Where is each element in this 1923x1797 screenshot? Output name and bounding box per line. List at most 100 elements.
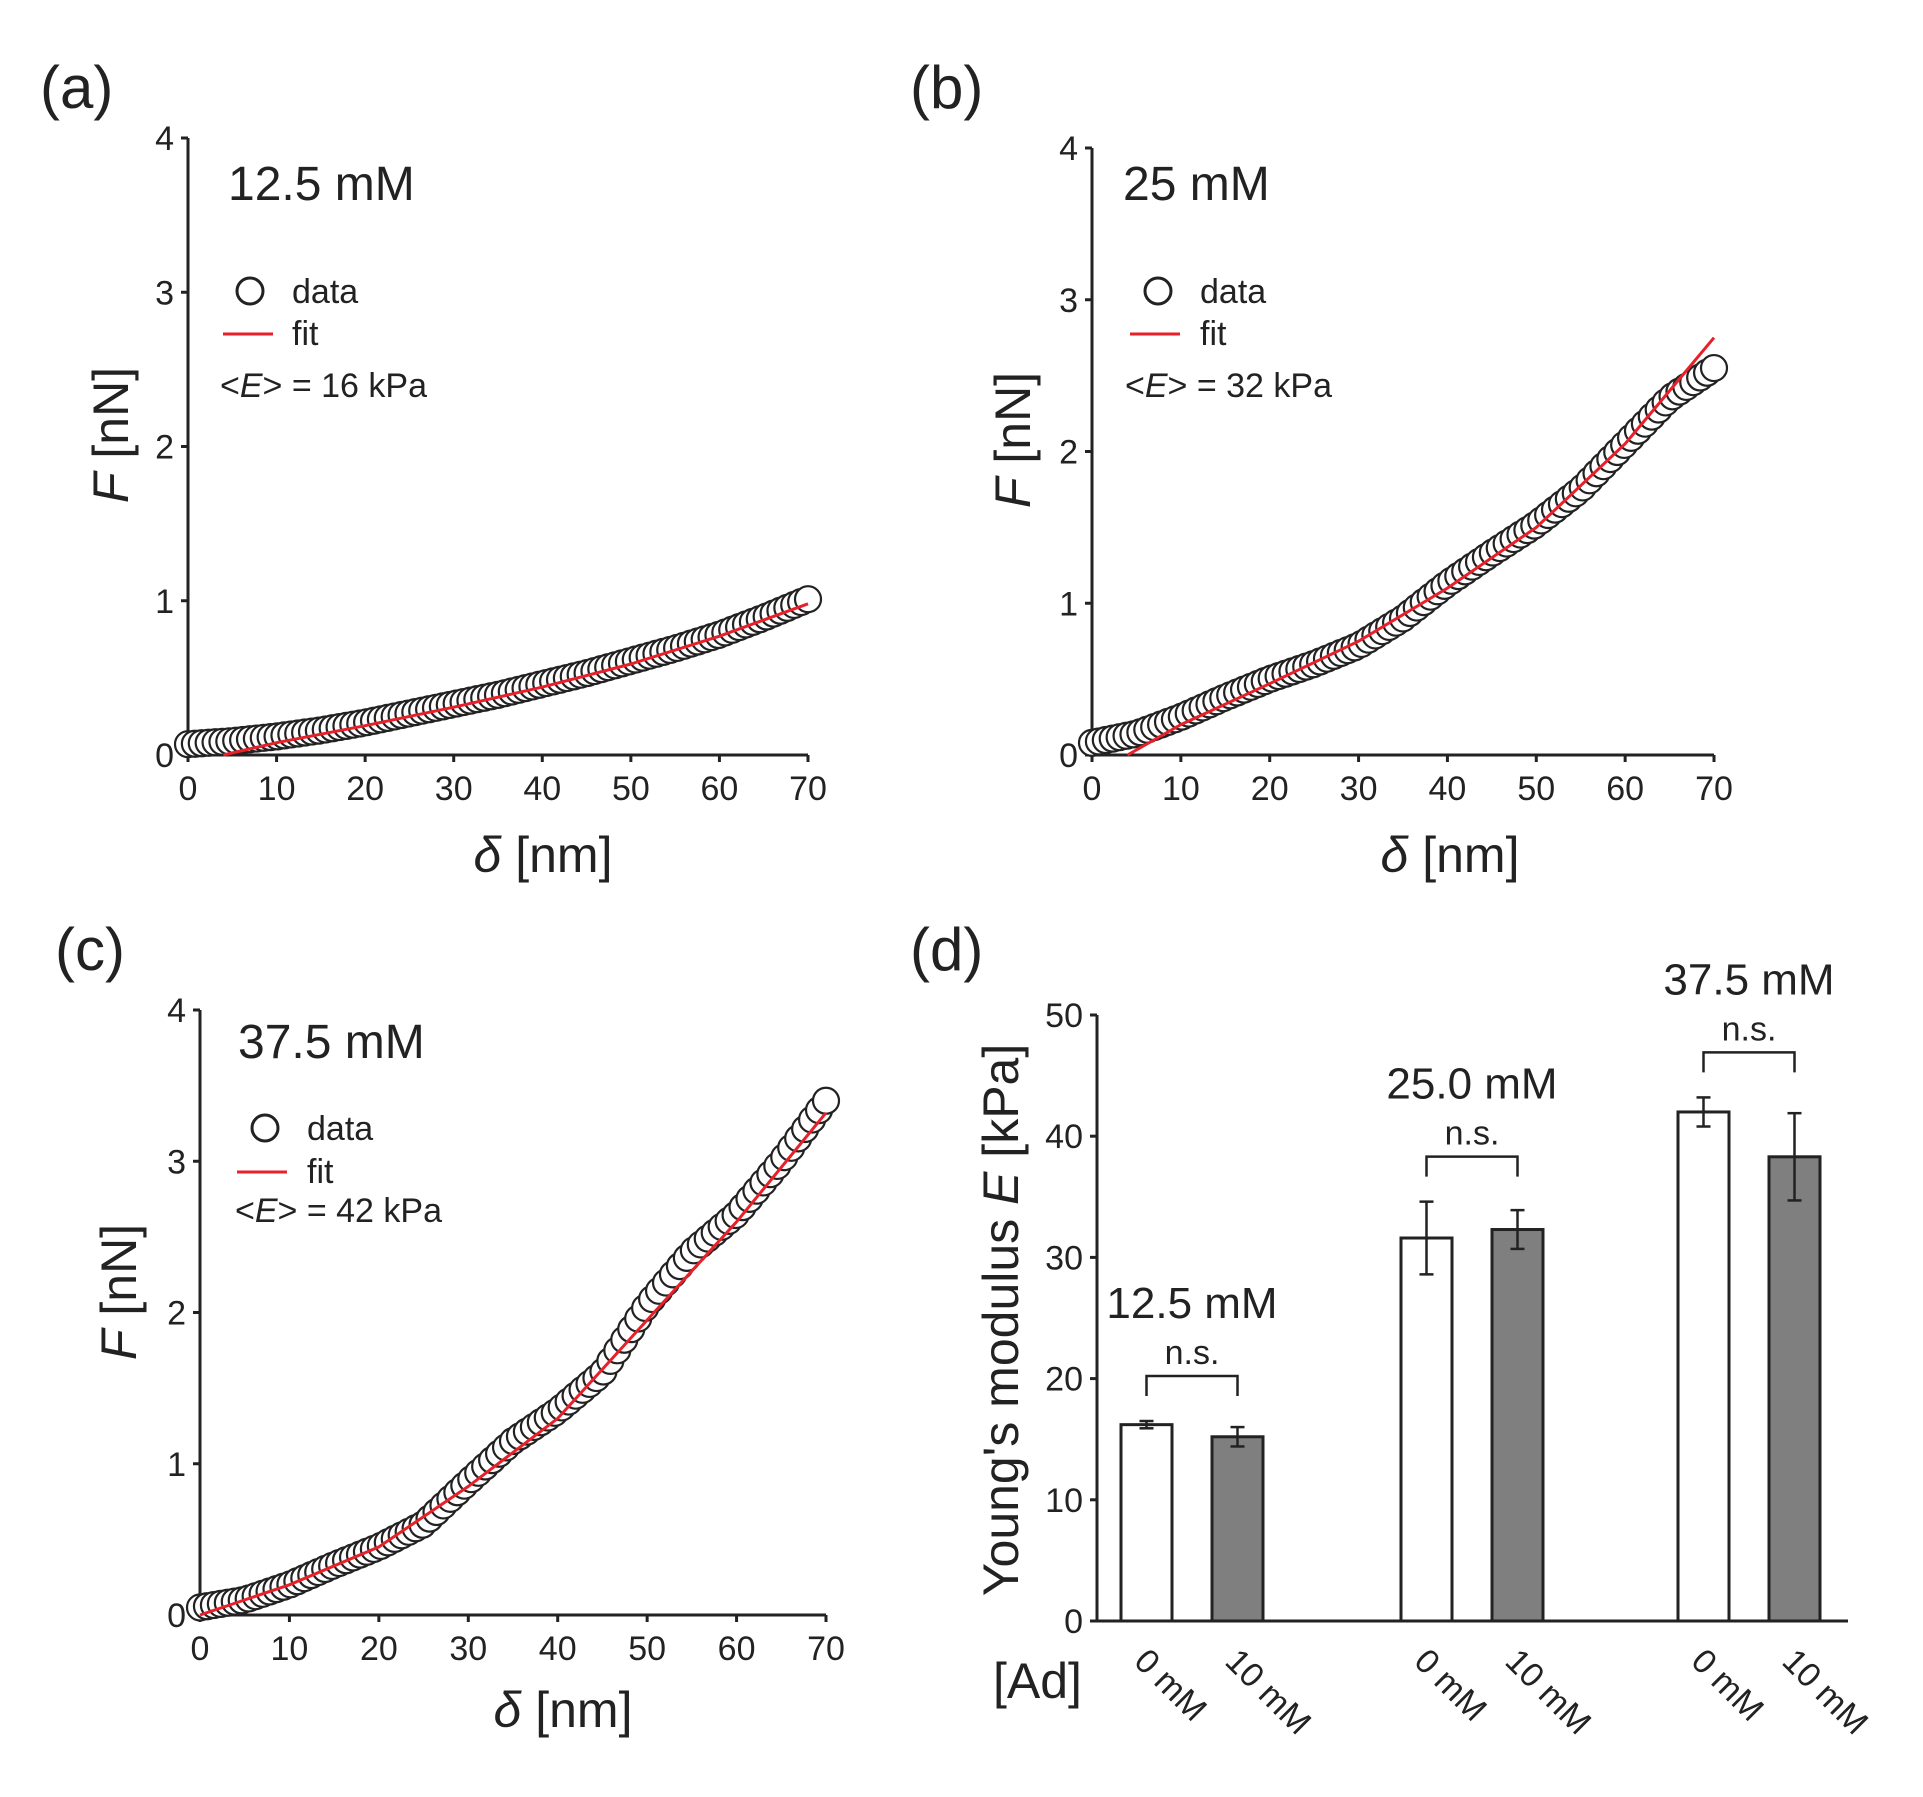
fit-curve: [223, 602, 809, 757]
x-tick-label: 0: [179, 770, 198, 808]
ad-axis-label: [Ad]: [993, 1653, 1082, 1709]
significance-label: n.s.: [1722, 1010, 1777, 1048]
x-tick-label: 60: [718, 1630, 756, 1668]
y-tick-label: 0: [1064, 1603, 1083, 1641]
x-tick-label: 40: [539, 1630, 577, 1668]
legend-data-label: data: [307, 1110, 373, 1148]
y-tick-label: 0: [1059, 737, 1078, 775]
x-tick-label: 40: [1429, 770, 1467, 808]
panel-a-concentration: 12.5 mM: [228, 158, 415, 211]
group-concentration-label: 25.0 mM: [1386, 1060, 1557, 1109]
group-concentration-label: 37.5 mM: [1663, 955, 1834, 1004]
panel-c-x-axis-title: δ [nm]: [494, 1682, 633, 1738]
x-tick-label: 40: [523, 770, 561, 808]
y-tick-label: 0: [155, 737, 174, 775]
panel-b-concentration: 25 mM: [1123, 158, 1270, 211]
y-tick-label: 10: [1045, 1482, 1083, 1520]
fit-curve: [199, 1111, 828, 1617]
x-tick-label: 50: [628, 1630, 666, 1668]
y-tick-label: 2: [1059, 434, 1078, 472]
legend-data-label: data: [292, 273, 358, 311]
legend-fit-label: fit: [307, 1153, 334, 1191]
panel-b-modulus-note: <E> = 32 kPa: [1125, 367, 1332, 405]
y-tick-label: 3: [167, 1143, 186, 1181]
x-tick-label: 60: [1606, 770, 1644, 808]
bar: [1399, 1236, 1454, 1623]
bar: [1767, 1155, 1822, 1623]
y-tick-label: 4: [155, 120, 174, 158]
y-tick-label: 2: [155, 429, 174, 467]
x-tick-label: 20: [1251, 770, 1289, 808]
y-tick-label: 0: [167, 1597, 186, 1635]
significance-label: n.s.: [1445, 1115, 1500, 1153]
panel-a-legend: data fit <E> = 16 kPa: [220, 273, 427, 405]
data-point: [811, 1086, 841, 1115]
y-tick-label: 1: [1059, 585, 1078, 623]
x-tick-label: 50: [1517, 770, 1555, 808]
x-tick-label: 0: [191, 1630, 210, 1668]
legend-data-marker: [235, 276, 265, 306]
x-tick-label: 70: [789, 770, 827, 808]
x-tick-label: 10: [271, 1630, 309, 1668]
x-tick-label: 10: [1162, 770, 1200, 808]
panel-b-y-axis-title: F [nN]: [985, 372, 1041, 508]
legend-fit-label: fit: [292, 315, 319, 353]
legend-data-marker: [1143, 276, 1173, 306]
panel-a-modulus-note: <E> = 16 kPa: [220, 367, 427, 405]
significance-bracket: [1425, 1155, 1519, 1177]
fit-curve: [1126, 336, 1716, 757]
significance-bracket: [1702, 1051, 1796, 1073]
bar: [1490, 1228, 1545, 1623]
panel-c-y-axis-title: F [nN]: [91, 1224, 147, 1360]
y-tick-label: 3: [155, 274, 174, 312]
x-tick-label: 20: [346, 770, 384, 808]
y-tick-label: 4: [167, 992, 186, 1030]
significance-bracket: [1145, 1374, 1239, 1397]
panel-c-concentration: 37.5 mM: [238, 1016, 425, 1069]
bar: [1676, 1110, 1731, 1623]
panel-b-x-axis-title: δ [nm]: [1381, 827, 1520, 883]
panel-c-legend: data fit <E> = 42 kPa: [235, 1110, 442, 1230]
x-tick-label: 30: [449, 1630, 487, 1668]
x-tick-label: 30: [435, 770, 473, 808]
y-tick-label: 30: [1045, 1239, 1083, 1277]
x-tick-label: 0: [1083, 770, 1102, 808]
y-tick-label: 2: [167, 1295, 186, 1333]
group-concentration-label: 12.5 mM: [1106, 1279, 1277, 1328]
y-tick-label: 50: [1045, 997, 1083, 1035]
significance-label: n.s.: [1165, 1334, 1220, 1372]
panel-b-label: (b): [910, 54, 983, 121]
panel-b-legend: data fit <E> = 32 kPa: [1125, 273, 1332, 405]
x-tick-label: 10: [258, 770, 296, 808]
panel-a-x-axis-title: δ [nm]: [474, 827, 613, 883]
x-tick-label: 60: [701, 770, 739, 808]
bar: [1119, 1423, 1174, 1623]
legend-data-marker: [250, 1113, 280, 1143]
panel-c-label: (c): [55, 916, 125, 983]
x-tick-label: 20: [360, 1630, 398, 1668]
y-tick-label: 1: [167, 1446, 186, 1484]
legend-data-label: data: [1200, 273, 1266, 311]
panel-d-y-axis-title: Young's modulus E [kPa]: [973, 1044, 1029, 1597]
y-tick-label: 3: [1059, 282, 1078, 320]
legend-fit-label: fit: [1200, 315, 1227, 353]
y-tick-label: 40: [1045, 1118, 1083, 1156]
bar: [1210, 1435, 1265, 1623]
y-tick-label: 4: [1059, 130, 1078, 168]
x-tick-label: 70: [1695, 770, 1733, 808]
panel-d-label: (d): [910, 916, 983, 983]
panel-c-modulus-note: <E> = 42 kPa: [235, 1192, 442, 1230]
panel-a-label: (a): [40, 54, 113, 121]
y-tick-label: 20: [1045, 1361, 1083, 1399]
data-point: [1699, 353, 1729, 383]
y-tick-label: 1: [155, 583, 174, 621]
x-tick-label: 30: [1340, 770, 1378, 808]
